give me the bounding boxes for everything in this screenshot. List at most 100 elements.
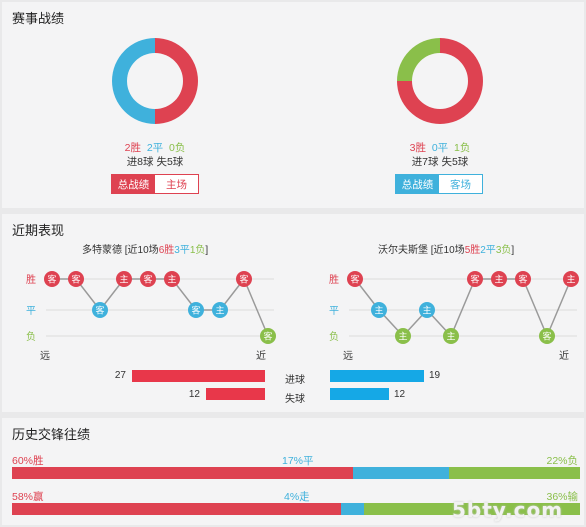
home-match-venue: 客 <box>47 274 56 285</box>
home-axis-label-win: 胜 <box>26 274 36 286</box>
away-record-tabs: 总战绩 客场 <box>395 174 483 194</box>
away-match-venue: 客 <box>470 274 479 285</box>
h2h-handicap-loss-label: 36%输 <box>546 491 578 503</box>
home-match-marker <box>164 271 180 287</box>
home-draws: 2平 <box>146 142 164 154</box>
away-match-marker <box>467 271 483 287</box>
away-match-venue: 主 <box>494 274 503 285</box>
tab-total-home[interactable]: 总战绩 <box>112 175 155 193</box>
conceded-label: 失球 <box>285 394 305 405</box>
home-record-donut <box>112 38 198 124</box>
h2h-loss-segment <box>449 467 580 479</box>
h2h-handicap-push-segment <box>341 503 365 515</box>
away-conceded-bar <box>330 388 390 400</box>
home-record-tabs: 总战绩 主场 <box>111 174 199 194</box>
away-losses: 1负 <box>454 142 471 154</box>
home-match-venue: 客 <box>263 331 272 342</box>
away-conceded-count: 12 <box>394 389 406 400</box>
h2h-handicap-bar <box>12 503 580 515</box>
away-match-marker <box>371 302 387 318</box>
away-match-marker <box>563 271 579 287</box>
away-form-summary: 沃尔夫斯堡 [近10场5胜2平3负] <box>378 245 515 256</box>
away-match-venue: 主 <box>422 305 431 316</box>
away-near-label: 近 <box>559 349 569 362</box>
away-record-donut <box>397 38 483 124</box>
tab-home-venue[interactable]: 主场 <box>155 175 198 193</box>
home-record-summary: 2胜 2平 0负 进8球 失5球 <box>85 141 225 169</box>
away-team-name: 沃尔夫斯堡 <box>378 245 428 256</box>
away-draws: 0平 <box>431 142 449 154</box>
home-losses: 0负 <box>169 142 186 154</box>
home-match-venue: 客 <box>95 305 104 316</box>
home-match-marker <box>140 271 156 287</box>
h2h-loss-label: 22%负 <box>546 455 578 467</box>
away-form-line <box>354 278 572 338</box>
away-far-label: 远 <box>343 350 353 362</box>
goals-label: 进球 <box>285 375 305 386</box>
home-goals: 进8球 失5球 <box>126 156 184 168</box>
h2h-handicap-push-label: 4%走 <box>284 491 310 503</box>
away-goals-count: 19 <box>429 370 441 381</box>
home-form-summary: 多特蒙德 [近10场6胜3平1负] <box>82 245 209 256</box>
head-to-head-panel: 历史交锋往绩 60%胜 17%平 22%负 58%赢 4%走 36%输 <box>2 418 584 525</box>
home-match-marker <box>44 271 60 287</box>
away-wins: 3胜 <box>409 142 426 154</box>
away-goals: 进7球 失5球 <box>411 156 469 168</box>
h2h-handicap-win-label: 58%赢 <box>12 491 44 503</box>
h2h-result-bar <box>12 467 580 479</box>
home-axis-label-draw: 平 <box>26 306 36 317</box>
watermark-logo: 5bty.com <box>452 498 564 522</box>
home-match-marker <box>92 302 108 318</box>
home-match-venue: 客 <box>239 274 248 285</box>
home-match-marker <box>116 271 132 287</box>
h2h-draw-label: 17%平 <box>282 455 314 467</box>
tab-total-away[interactable]: 总战绩 <box>396 175 439 193</box>
away-goals-bar <box>330 370 424 382</box>
h2h-handicap-loss-segment <box>364 503 580 515</box>
section-title: 历史交锋往绩 <box>12 427 91 442</box>
away-match-marker <box>419 302 435 318</box>
away-axis-label-draw: 平 <box>329 306 339 317</box>
recent-form-chart: 胜平负客 客客主客主客 主客客远 近胜平负客主主主主客主客客主远近 <box>26 271 579 362</box>
away-match-venue: 客 <box>542 331 551 342</box>
home-match-marker <box>188 302 204 318</box>
h2h-win-segment <box>12 467 353 479</box>
section-title: 近期表现 <box>12 223 65 238</box>
home-axis-label-lose: 负 <box>26 330 36 343</box>
away-record-summary: 3胜 0平 1负 进7球 失5球 <box>370 141 510 169</box>
away-axis-label-win: 胜 <box>329 274 339 286</box>
away-match-marker <box>395 328 411 344</box>
home-match-venue: 客 <box>191 305 200 316</box>
h2h-draw-segment <box>352 467 450 479</box>
home-goals-count: 27 <box>114 370 126 381</box>
away-match-venue: 主 <box>566 274 575 285</box>
away-match-venue: 主 <box>446 331 455 342</box>
recent-form-panel: 近期表现 多特蒙德 [近10场6胜3平1负] 沃尔夫斯堡 [近10场5胜2平3负… <box>2 214 584 412</box>
home-team-name: 多特蒙德 <box>82 245 122 256</box>
home-near-label: 近 <box>256 349 266 362</box>
away-match-marker <box>347 271 363 287</box>
home-goals-bar <box>132 370 265 382</box>
home-conceded-bar <box>205 388 265 400</box>
record-panel: 赛事战绩 2胜 2平 0负 进8球 失5球 总战绩 主场 3胜 0平 1负 进7… <box>2 2 584 208</box>
away-match-venue: 主 <box>398 331 407 342</box>
away-match-marker <box>443 328 459 344</box>
away-match-marker <box>539 328 555 344</box>
h2h-win-label: 60%胜 <box>12 455 44 467</box>
home-match-marker <box>212 302 228 318</box>
home-match-venue: 主 <box>119 274 128 285</box>
away-axis-label-lose: 负 <box>329 330 339 343</box>
home-match-venue: 主 <box>215 305 224 316</box>
tab-away-venue[interactable]: 客场 <box>439 175 482 193</box>
home-wins: 2胜 <box>124 142 141 154</box>
home-match-marker <box>260 328 276 344</box>
home-match-venue: 主 <box>167 274 176 285</box>
home-form-line <box>52 277 269 337</box>
away-match-marker <box>491 271 507 287</box>
away-match-venue: 主 <box>374 305 383 316</box>
home-match-marker <box>236 271 252 287</box>
h2h-handicap-win-segment <box>12 503 342 515</box>
section-title: 赛事战绩 <box>12 11 65 26</box>
away-match-venue: 客 <box>350 274 359 285</box>
home-far-label: 远 <box>40 350 50 362</box>
